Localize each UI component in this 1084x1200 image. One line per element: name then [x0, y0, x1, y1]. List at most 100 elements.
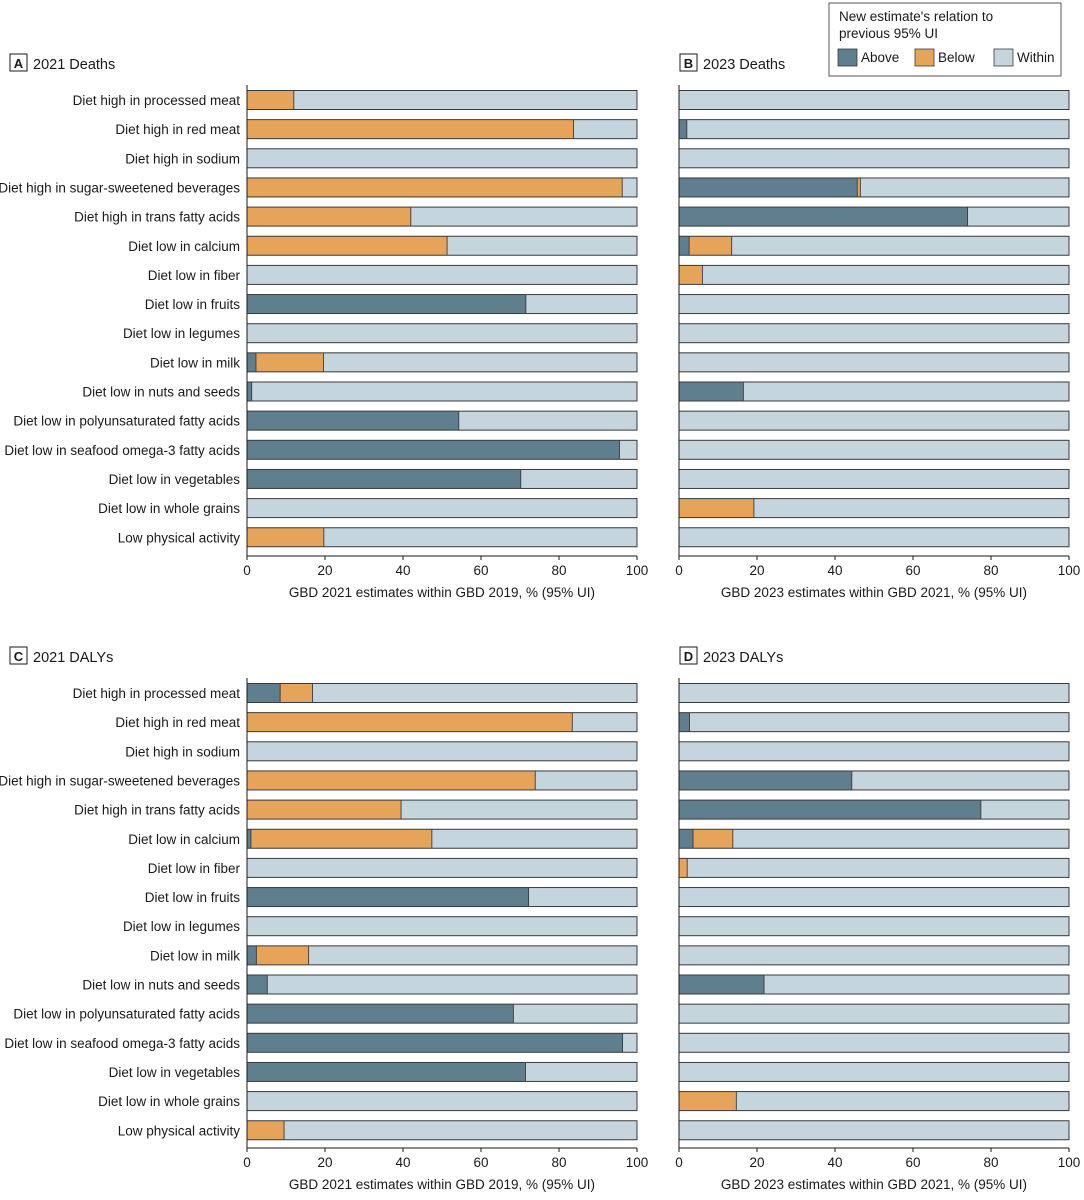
category-label-diet-low-in-fruits: Diet low in fruits	[145, 890, 241, 905]
bar-a-diet-low-in-nuts-and-seeds-within	[251, 382, 637, 401]
bar-a-diet-low-in-vegetables-above	[247, 469, 521, 489]
category-label-diet-high-in-sugar-sweetened-beverages: Diet high in sugar-sweetened beverages	[0, 180, 240, 195]
bar-d-diet-high-in-trans-fatty-acids-above	[679, 800, 981, 820]
bar-c-diet-low-in-milk-within	[308, 945, 637, 965]
category-label-diet-high-in-red-meat: Diet high in red meat	[115, 715, 240, 730]
x-tick-label-b-60: 60	[905, 563, 920, 578]
bar-c-diet-low-in-calcium-above	[247, 829, 251, 849]
bar-a-diet-low-in-seafood-omega-3-fatty-acids-within	[619, 440, 637, 460]
legend-title-line1: New estimate's relation to	[839, 9, 993, 24]
panel-c: C 2021 DALYs Diet high in processed meat Di…	[0, 646, 649, 1192]
bar-b-low-physical-activity-within	[679, 527, 1069, 547]
category-label-diet-high-in-red-meat: Diet high in red meat	[115, 122, 240, 137]
bar-b-diet-high-in-red-meat-above	[679, 119, 687, 139]
bar-a-diet-low-in-fruits-within	[525, 294, 637, 314]
legend-label-within: Within	[1017, 50, 1055, 65]
panel-letter-box-a	[9, 53, 28, 72]
x-tick-label-c-60: 60	[473, 1155, 488, 1170]
panel-letter-box-d	[679, 646, 698, 665]
bar-b-diet-high-in-trans-fatty-acids-above	[679, 207, 968, 227]
panel-letter-box-c	[9, 646, 28, 665]
category-label-diet-low-in-nuts-and-seeds: Diet low in nuts and seeds	[82, 385, 240, 400]
x-axis-title-b: GBD 2023 estimates within GBD 2021, % (9…	[721, 585, 1027, 600]
bar-d-low-physical-activity-within	[679, 1120, 1069, 1140]
bar-b-diet-low-in-fiber-below	[679, 265, 703, 285]
bar-c-diet-low-in-seafood-omega-3-fatty-acids-within	[622, 1033, 637, 1053]
legend-swatch-within	[993, 48, 1014, 67]
bar-c-diet-low-in-calcium-within	[431, 829, 637, 849]
bar-d-diet-high-in-red-meat-above	[679, 712, 690, 732]
bar-b-diet-high-in-sugar-sweetened-beverages-below	[857, 177, 861, 197]
panel-b: B 2023 Deaths 0 20 40 60 80 100 GBD 2023 estimat…	[675, 53, 1080, 600]
bar-c-diet-low-in-vegetables-within	[525, 1062, 637, 1082]
legend-label-above: Above	[861, 50, 899, 65]
panel-letter-d: D	[684, 649, 693, 664]
bar-b-diet-high-in-red-meat-within	[686, 119, 1069, 139]
bar-b-diet-high-in-sugar-sweetened-beverages-within	[860, 177, 1069, 197]
category-label-diet-low-in-milk: Diet low in milk	[150, 948, 240, 963]
x-tick-label-a-100: 100	[626, 563, 649, 578]
bar-d-diet-low-in-seafood-omega-3-fatty-acids-within	[679, 1033, 1069, 1053]
x-tick-label-c-100: 100	[626, 1155, 649, 1170]
bar-b-diet-low-in-nuts-and-seeds-within	[743, 382, 1069, 401]
x-tick-label-d-60: 60	[905, 1155, 920, 1170]
bar-d-diet-high-in-sugar-sweetened-beverages-within	[851, 770, 1069, 790]
legend: New estimate's relation to previous 95% …	[828, 2, 1062, 77]
bar-b-diet-high-in-sodium-within	[679, 148, 1069, 168]
bar-d-diet-high-in-processed-meat-within	[679, 683, 1069, 703]
legend-swatch-above	[837, 48, 858, 67]
x-tick-label-d-80: 80	[983, 1155, 998, 1170]
bar-d-diet-low-in-fruits-within	[679, 887, 1069, 907]
bar-c-diet-high-in-sugar-sweetened-beverages-within	[535, 770, 637, 790]
category-label-diet-high-in-sodium: Diet high in sodium	[125, 151, 240, 166]
bar-a-diet-high-in-trans-fatty-acids-below	[247, 207, 411, 227]
bar-c-low-physical-activity-below	[247, 1120, 285, 1140]
category-label-diet-low-in-vegetables: Diet low in vegetables	[109, 472, 241, 487]
bar-a-diet-low-in-seafood-omega-3-fatty-acids-above	[247, 440, 620, 460]
category-label-diet-low-in-calcium: Diet low in calcium	[128, 239, 240, 254]
bar-c-diet-high-in-trans-fatty-acids-within	[401, 800, 637, 820]
category-label-diet-low-in-whole-grains: Diet low in whole grains	[98, 501, 240, 516]
category-label-diet-low-in-whole-grains: Diet low in whole grains	[98, 1094, 240, 1109]
bar-b-diet-low-in-fruits-within	[679, 294, 1069, 314]
bar-a-diet-low-in-legumes-within	[247, 323, 637, 343]
bar-c-diet-high-in-processed-meat-above	[247, 683, 281, 703]
legend-label-below: Below	[938, 50, 975, 65]
bar-d-diet-low-in-milk-within	[679, 945, 1069, 965]
bar-c-diet-low-in-fruits-above	[247, 887, 529, 907]
bar-c-diet-low-in-polyunsaturated-fatty-acids-above	[247, 1004, 514, 1024]
category-label-diet-high-in-sugar-sweetened-beverages: Diet high in sugar-sweetened beverages	[0, 773, 240, 788]
category-label-diet-low-in-seafood-omega-3-fatty-acids: Diet low in seafood omega-3 fatty acids	[4, 1036, 240, 1051]
bar-c-diet-low-in-whole-grains-within	[247, 1091, 637, 1111]
bar-b-diet-high-in-processed-meat-within	[679, 90, 1069, 110]
bar-c-diet-high-in-red-meat-below	[247, 712, 573, 732]
category-label-diet-low-in-seafood-omega-3-fatty-acids: Diet low in seafood omega-3 fatty acids	[4, 443, 240, 458]
x-axis-title-a: GBD 2021 estimates within GBD 2019, % (9…	[289, 585, 595, 600]
bar-c-diet-low-in-legumes-within	[247, 916, 637, 936]
x-axis-title-d: GBD 2023 estimates within GBD 2021, % (9…	[721, 1177, 1027, 1192]
x-tick-label-d-40: 40	[827, 1155, 842, 1170]
bar-d-diet-low-in-calcium-above	[679, 829, 694, 849]
panel-title-c: 2021 DALYs	[33, 650, 113, 666]
legend-swatch-below	[914, 48, 935, 67]
category-label-diet-high-in-processed-meat: Diet high in processed meat	[73, 93, 241, 108]
bar-d-diet-low-in-legumes-within	[679, 916, 1069, 936]
x-axis-title-c: GBD 2021 estimates within GBD 2019, % (9…	[289, 1177, 595, 1192]
bar-b-diet-high-in-sugar-sweetened-beverages-above	[679, 177, 858, 197]
x-tick-label-b-80: 80	[983, 563, 998, 578]
bar-a-diet-low-in-calcium-within	[447, 236, 637, 256]
bar-d-diet-low-in-calcium-below	[693, 829, 733, 849]
x-tick-label-a-20: 20	[317, 563, 332, 578]
category-label-diet-low-in-calcium: Diet low in calcium	[128, 832, 240, 847]
x-tick-label-c-40: 40	[395, 1155, 410, 1170]
bar-a-diet-low-in-fiber-within	[247, 265, 637, 285]
bar-a-diet-low-in-milk-above	[247, 352, 256, 372]
bar-d-diet-low-in-whole-grains-within	[736, 1091, 1069, 1111]
category-label-diet-low-in-vegetables: Diet low in vegetables	[109, 1065, 241, 1080]
legend-title-line2: previous 95% UI	[839, 26, 938, 41]
category-label-diet-low-in-polyunsaturated-fatty-acids: Diet low in polyunsaturated fatty acids	[13, 414, 240, 429]
panel-letter-a: A	[14, 56, 24, 71]
bar-a-diet-low-in-calcium-below	[247, 236, 448, 256]
bar-a-diet-low-in-milk-within	[323, 352, 637, 372]
x-tick-label-c-0: 0	[243, 1155, 251, 1170]
